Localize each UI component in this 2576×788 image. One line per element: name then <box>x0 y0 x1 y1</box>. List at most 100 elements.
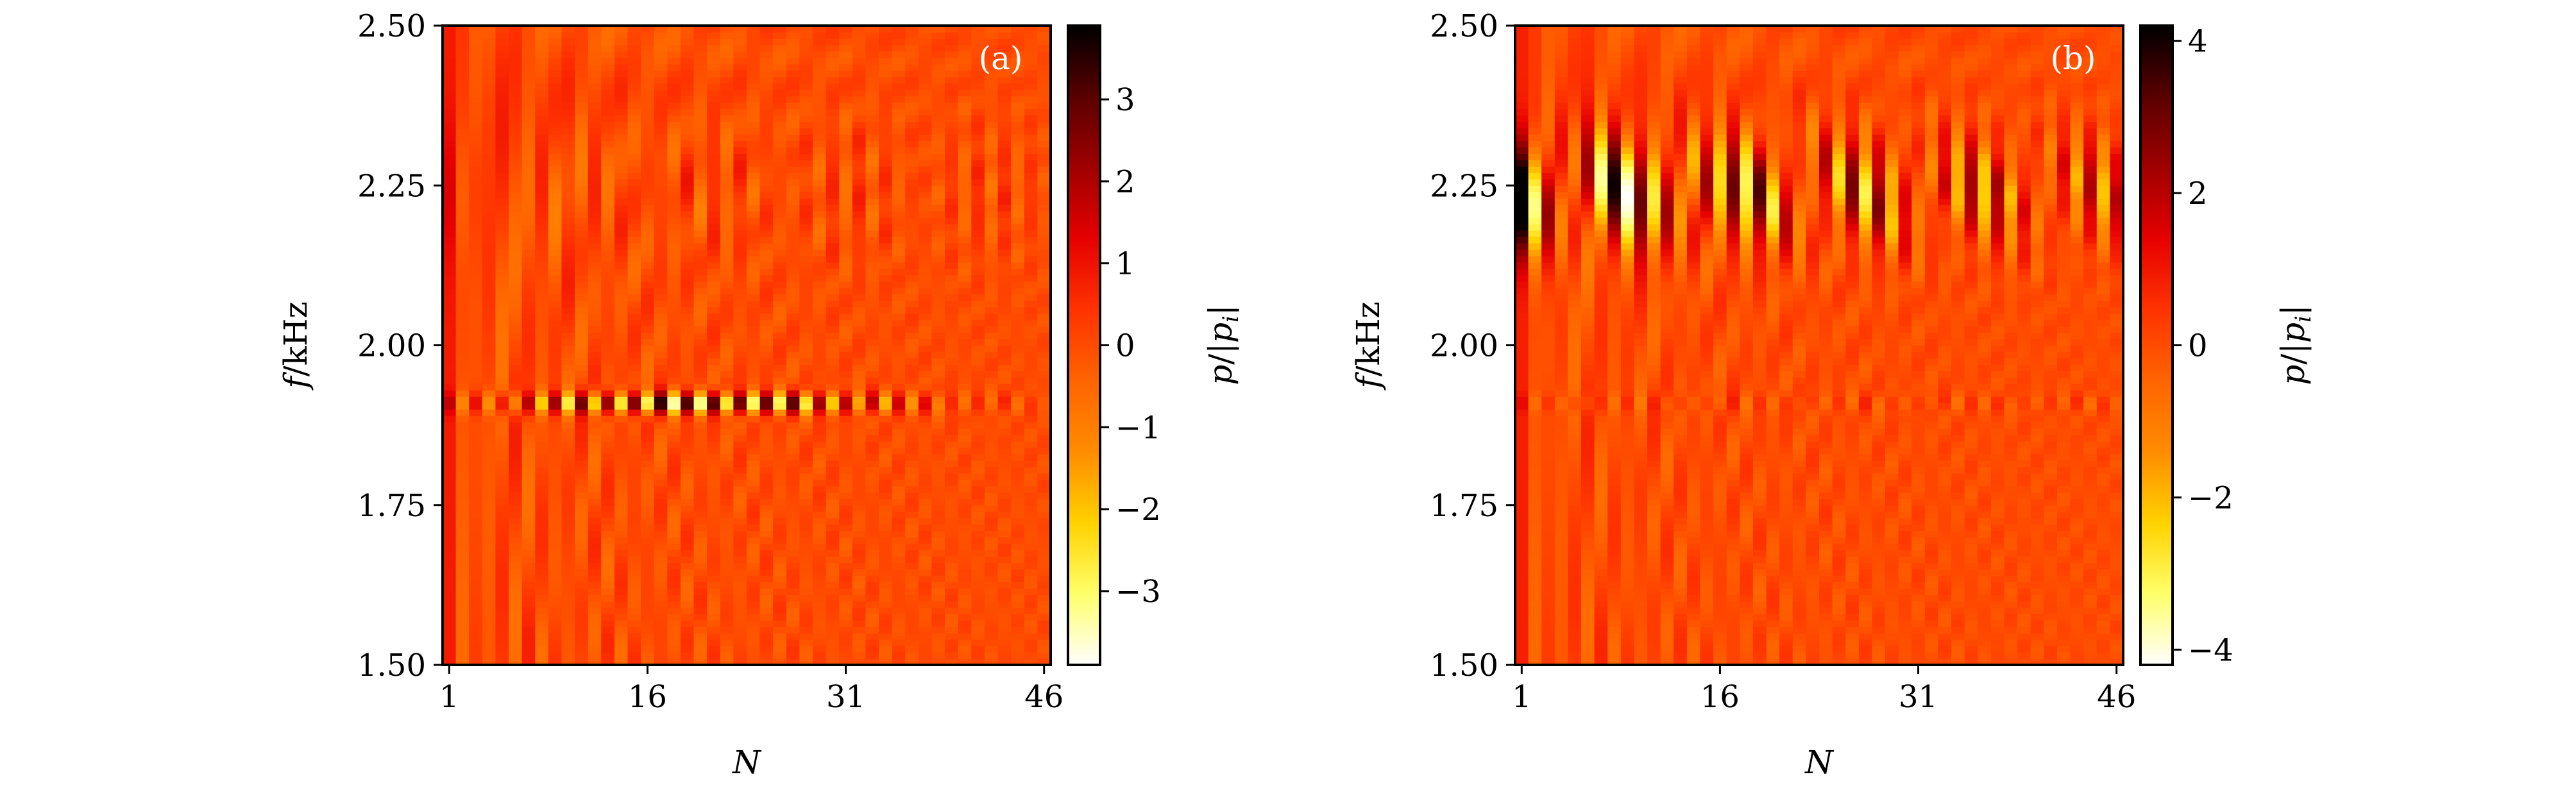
heatmap-cell <box>905 556 919 564</box>
heatmap-cell <box>958 601 972 608</box>
heatmap-cell <box>667 255 681 263</box>
heatmap-cell <box>443 198 457 205</box>
heatmap-cell <box>561 313 575 321</box>
heatmap-cell <box>588 51 602 58</box>
heatmap-cell <box>813 530 827 538</box>
heatmap-cell <box>561 255 575 263</box>
heatmap-cell <box>693 435 708 442</box>
heatmap-cell <box>997 652 1012 659</box>
heatmap-cell <box>1554 562 1569 570</box>
heatmap-cell <box>971 466 985 474</box>
heatmap-cell <box>654 652 668 659</box>
heatmap-cell <box>865 614 879 621</box>
heatmap-cell <box>521 172 536 180</box>
heatmap-cell <box>548 453 563 461</box>
heatmap-cell <box>548 652 563 659</box>
heatmap-cell <box>641 140 655 148</box>
heatmap-cell <box>958 492 972 499</box>
heatmap-cell <box>521 403 536 410</box>
heatmap-cell <box>443 205 457 212</box>
heatmap-cell <box>588 44 602 52</box>
heatmap-cell <box>680 607 695 614</box>
heatmap-cell <box>455 448 470 455</box>
heatmap-cell <box>892 549 906 557</box>
heatmap-cell <box>773 409 787 416</box>
heatmap-cell <box>813 185 827 192</box>
heatmap-cell <box>945 562 959 570</box>
heatmap-cell <box>813 594 827 601</box>
heatmap-cell <box>945 108 959 116</box>
heatmap-cell <box>680 652 695 659</box>
heatmap-cell <box>561 517 575 525</box>
heatmap-cell <box>588 192 602 199</box>
heatmap-cell <box>680 364 695 371</box>
heatmap-cell <box>521 415 536 423</box>
heatmap-cell <box>879 83 893 90</box>
heatmap-cell <box>1037 582 1051 589</box>
heatmap-cell <box>482 57 496 65</box>
heatmap-cell <box>799 537 813 544</box>
heatmap-cell <box>641 51 655 58</box>
heatmap-cell <box>548 364 563 371</box>
heatmap-cell <box>1024 51 1038 58</box>
heatmap-cell <box>548 428 563 435</box>
heatmap-cell <box>680 582 695 589</box>
heatmap-cell <box>852 575 867 582</box>
heatmap-cell <box>997 575 1012 582</box>
heatmap-cell <box>879 428 893 435</box>
heatmap-cell <box>548 63 563 71</box>
heatmap-cell <box>509 415 523 423</box>
heatmap-cell <box>509 517 523 525</box>
heatmap-cell <box>495 409 509 416</box>
heatmap-cell <box>720 326 734 333</box>
heatmap-cell <box>707 115 721 122</box>
heatmap-cell <box>852 287 867 295</box>
heatmap-cell <box>495 652 509 659</box>
heatmap-cell <box>997 57 1012 65</box>
heatmap-cell <box>509 294 523 301</box>
heatmap-cell <box>443 287 457 295</box>
heatmap-cell <box>971 562 985 570</box>
heatmap-cell <box>720 255 734 263</box>
heatmap-cell <box>1011 237 1025 244</box>
heatmap-cell <box>443 390 457 397</box>
heatmap-cell <box>641 249 655 256</box>
heatmap-cell <box>521 428 536 435</box>
heatmap-cell <box>799 543 813 551</box>
heatmap-cell <box>627 306 641 314</box>
heatmap-cell <box>1037 345 1051 353</box>
heatmap-cell <box>747 435 761 442</box>
heatmap-cell <box>641 147 655 154</box>
heatmap-cell <box>627 160 641 167</box>
heatmap-cell <box>1037 268 1051 276</box>
heatmap-cell <box>879 524 893 532</box>
heatmap-cell <box>495 31 509 39</box>
heatmap-cell <box>839 57 853 65</box>
heatmap-cell <box>799 83 813 90</box>
heatmap-cell <box>852 326 867 333</box>
heatmap-cell <box>826 249 840 256</box>
heatmap-cell <box>997 537 1012 544</box>
heatmap-cell <box>535 237 549 244</box>
heatmap-cell <box>588 607 602 614</box>
heatmap-cell <box>521 652 536 659</box>
heatmap-cell <box>1037 351 1051 359</box>
heatmap-cell <box>720 377 734 384</box>
heatmap-cell <box>984 147 999 154</box>
heatmap-cell <box>931 205 945 212</box>
heatmap-cell <box>945 620 959 627</box>
heatmap-cell <box>826 166 840 173</box>
heatmap-cell <box>971 435 985 442</box>
heatmap-cell <box>1541 198 1555 205</box>
heatmap-cell <box>945 211 959 218</box>
heatmap-cell <box>1554 479 1569 487</box>
heatmap-cell <box>693 38 708 46</box>
heatmap-cell <box>469 70 483 78</box>
heatmap-cell <box>1037 364 1051 371</box>
heatmap-cell <box>443 268 457 276</box>
heatmap-cell <box>852 652 867 659</box>
heatmap-cell <box>482 358 496 365</box>
heatmap-cell <box>707 44 721 52</box>
heatmap-cell <box>997 351 1012 359</box>
heatmap-cell <box>720 96 734 103</box>
